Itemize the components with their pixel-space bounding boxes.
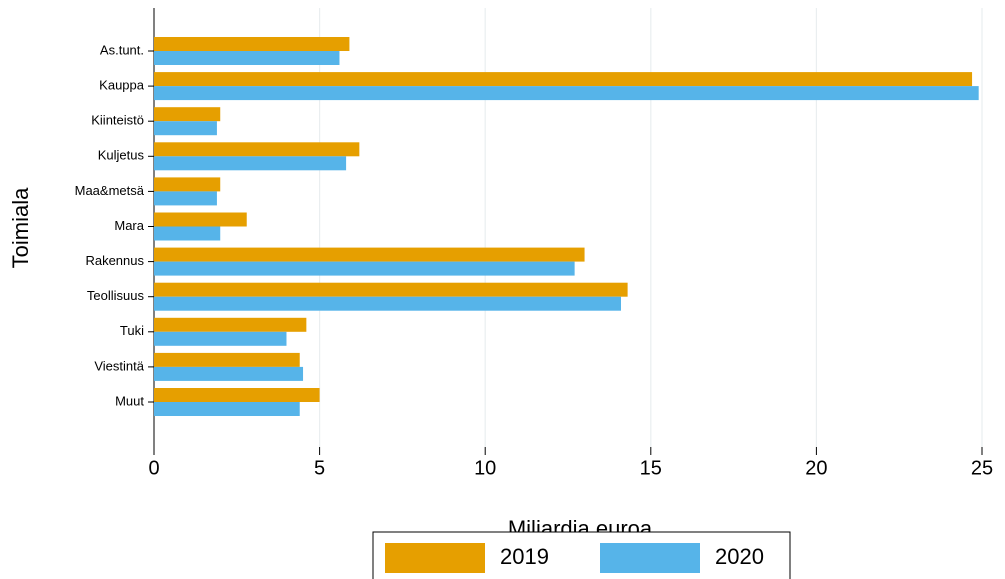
y-tick-label: Maa&metsä bbox=[75, 183, 145, 198]
bar bbox=[154, 156, 347, 171]
y-tick-label: Kuljetus bbox=[98, 148, 145, 163]
bar bbox=[154, 247, 585, 262]
bar bbox=[154, 72, 973, 87]
y-tick-label: Muut bbox=[115, 393, 144, 408]
y-tick-label: Kiinteistö bbox=[91, 113, 144, 128]
legend-swatch bbox=[600, 543, 700, 573]
x-tick-label: 20 bbox=[805, 457, 827, 479]
y-tick-label: Tuki bbox=[120, 323, 144, 338]
y-tick-label: Teollisuus bbox=[87, 288, 145, 303]
bar bbox=[154, 296, 621, 311]
bar bbox=[154, 191, 217, 206]
y-tick-label: Mara bbox=[114, 218, 144, 233]
bar bbox=[154, 177, 221, 192]
legend-swatch bbox=[385, 543, 485, 573]
bar bbox=[154, 212, 247, 227]
x-tick-label: 5 bbox=[314, 457, 325, 479]
x-tick-label: 25 bbox=[971, 457, 993, 479]
legend-label: 2019 bbox=[500, 544, 549, 569]
bar bbox=[154, 86, 979, 101]
bar bbox=[154, 226, 221, 241]
y-tick-label: Kauppa bbox=[99, 78, 145, 93]
legend-label: 2020 bbox=[715, 544, 764, 569]
x-tick-label: 0 bbox=[148, 457, 159, 479]
y-tick-label: As.tunt. bbox=[100, 42, 144, 57]
bar bbox=[154, 388, 320, 402]
bar bbox=[154, 261, 575, 276]
x-tick-label: 10 bbox=[474, 457, 496, 479]
bar bbox=[154, 142, 360, 157]
y-axis-label: Toimiala bbox=[8, 187, 33, 268]
bar bbox=[154, 366, 304, 381]
bar bbox=[154, 352, 300, 367]
bar bbox=[154, 317, 307, 332]
y-tick-label: Viestintä bbox=[94, 358, 144, 373]
bar bbox=[154, 331, 287, 346]
bar bbox=[154, 121, 217, 136]
y-tick-label: Rakennus bbox=[85, 253, 144, 268]
bar bbox=[154, 51, 340, 65]
x-tick-label: 15 bbox=[640, 457, 662, 479]
bar bbox=[154, 107, 221, 122]
bar bbox=[154, 282, 628, 297]
bar bbox=[154, 402, 300, 416]
bar bbox=[154, 37, 350, 51]
